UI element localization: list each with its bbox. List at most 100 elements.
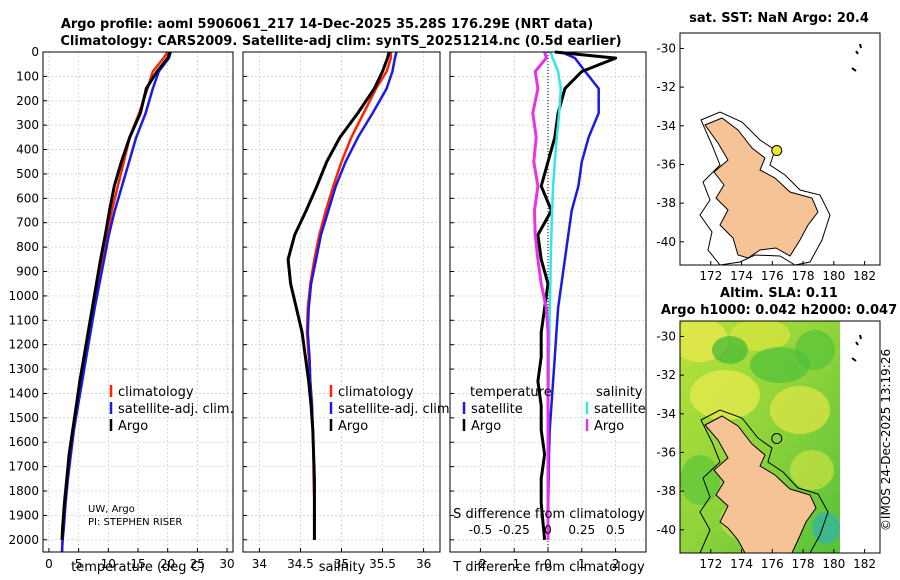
depth-tick-label: 1600 (8, 435, 39, 449)
sst-map-title: sat. SST: NaN Argo: 20.4 (689, 11, 869, 26)
map-x-tick-label: 180 (822, 557, 845, 571)
legend-label-climatology: climatology (338, 385, 414, 400)
map-y-tick-label: -34 (656, 119, 676, 133)
depth-tick-label: 2000 (8, 533, 39, 547)
map-x-tick-label: 178 (792, 557, 815, 571)
x-tick-label: 34.5 (287, 557, 314, 571)
depth-ticks: 0 100 200 300 400 500 600 700 800 900 1000 1100 1200… (8, 45, 39, 547)
figure-title-line2: Climatology: CARS2009. Satellite-adj cli… (60, 34, 621, 49)
difference-lines (531, 50, 618, 540)
depth-tick-label: 1300 (8, 362, 39, 376)
depth-tick-label: 1200 (8, 338, 39, 352)
legend-label-argo: Argo (338, 419, 368, 434)
x-tick-label: 2 (612, 557, 620, 571)
island-marker (851, 43, 862, 72)
depth-tick-label: 1700 (8, 460, 39, 474)
temperature-legend: climatology satellite-adj. clim. Argo (109, 385, 234, 434)
depth-tick-label: 1500 (8, 411, 39, 425)
sla-shelf-contour (699, 409, 829, 554)
x-tick-label: 30 (219, 557, 234, 571)
series-line-temperature-argo (536, 50, 618, 540)
map-y-tick-label: -36 (656, 157, 676, 171)
salinity-difference-tick-label: 0.25 (568, 523, 595, 537)
x-tick-label: 5 (75, 557, 83, 571)
difference-x-ticks: -2 -1 0 1 2 (474, 557, 619, 571)
salinity-difference-label: S difference from climatology (453, 507, 645, 522)
difference-panel: -2 -1 0 1 2 T difference from climatology S … (449, 50, 647, 575)
salinity-difference-tick-label: 0.5 (606, 523, 625, 537)
salinity-x-label: salinity (319, 560, 366, 575)
depth-tick-label: 600 (16, 191, 39, 205)
map-x-tick-label: 174 (730, 557, 753, 571)
map-y-tick-label: -40 (656, 523, 676, 537)
depth-tick-label: 500 (16, 167, 39, 181)
temperature-x-ticks: 0 5 10 15 20 25 30 (45, 557, 235, 571)
map-x-tick-label: 182 (853, 557, 876, 571)
map-y-tick-label: -32 (656, 80, 676, 94)
x-tick-label: -2 (474, 557, 486, 571)
salinity-difference-ticks: -0.5 -0.25 0 0.25 0.5 (469, 523, 625, 537)
annotation-institution: UW, Argo (88, 504, 135, 515)
annotation-pi: PI: STEPHEN RISER (88, 517, 182, 528)
sla-island-marker (851, 334, 862, 362)
series-line-argo (286, 51, 391, 540)
map-x-tick-label: 172 (699, 269, 722, 283)
map-y-tick-label: -34 (656, 407, 676, 421)
temperature-lines (60, 51, 172, 553)
legend-label-sal-satellite: satellite (594, 402, 646, 417)
salinity-legend: climatology satellite-adj. clim. Argo (329, 385, 454, 434)
map-x-tick-label: 178 (792, 269, 815, 283)
sla-map-ticks: 172 174 176 178 180 182 -30 -32 -34 -36 -38 -40 (656, 329, 876, 571)
salinity-x-ticks: 34 34.5 35 35.5 36 (252, 557, 431, 571)
x-tick-label: 0 (544, 557, 552, 571)
depth-tick-label: 1800 (8, 484, 39, 498)
legend-header-temperature: temperature (470, 385, 552, 400)
map-x-tick-label: 182 (853, 269, 876, 283)
x-tick-label: 20 (160, 557, 175, 571)
difference-legend: temperature salinity satellite Argo sate… (462, 385, 646, 434)
sst-map: sat. SST: NaN Argo: 20.4 172 174 176 178 180… (656, 11, 881, 283)
temperature-x-label: temperature (deg C) (71, 560, 205, 575)
depth-tick-label: 1100 (8, 313, 39, 327)
depth-tick-label: 900 (16, 265, 39, 279)
legend-label-climatology: climatology (118, 385, 194, 400)
map-y-tick-label: -38 (656, 196, 676, 210)
map-x-tick-label: 176 (761, 269, 784, 283)
map-y-tick-label: -30 (656, 41, 676, 55)
x-tick-label: 35.5 (369, 557, 396, 571)
north-island-land (704, 117, 819, 259)
depth-tick-label: 700 (16, 216, 39, 230)
difference-x-label: T difference from climatology (452, 560, 645, 575)
x-tick-label: 25 (190, 557, 205, 571)
imos-watermark: ©IMOS 24-Dec-2025 13:19:26 (879, 349, 893, 531)
figure-title-line1: Argo profile: aoml 5906061_217 14-Dec-20… (61, 17, 593, 32)
legend-label-argo: Argo (118, 419, 148, 434)
depth-tick-label: 100 (16, 69, 39, 83)
salinity-difference-tick-label: 0 (544, 523, 552, 537)
salinity-panel: 34 34.5 35 35.5 36 salinity climatology sate… (242, 51, 454, 575)
map-x-tick-label: 174 (730, 269, 753, 283)
sla-argo-position-marker (771, 433, 783, 445)
legend-label-temp-satellite: satellite (471, 402, 523, 417)
sla-map-subtitle: Argo h1000: 0.042 h2000: 0.047 (661, 303, 897, 318)
legend-label-satellite: satellite-adj. clim. (118, 402, 234, 417)
map-y-tick-label: -38 (656, 484, 676, 498)
depth-tick-label: 400 (16, 143, 39, 157)
sla-map: Altim. SLA: 0.11 Argo h1000: 0.042 h2000… (656, 286, 897, 571)
argo-position-marker (771, 145, 783, 157)
map-x-tick-label: 180 (822, 269, 845, 283)
x-tick-label: 34 (252, 557, 267, 571)
salinity-difference-tick-label: -0.25 (499, 523, 530, 537)
depth-tick-label: 200 (16, 94, 39, 108)
x-tick-label: 10 (101, 557, 116, 571)
x-tick-label: -1 (508, 557, 520, 571)
legend-label-satellite: satellite-adj. clim. (338, 402, 454, 417)
series-line-salinity-argo (531, 51, 550, 540)
map-y-tick-label: -36 (656, 445, 676, 459)
x-tick-label: 35 (334, 557, 349, 571)
temperature-grid (43, 51, 233, 552)
depth-tick-label: 0 (31, 45, 39, 59)
depth-tick-label: 1900 (8, 508, 39, 522)
salinity-difference-tick-label: -0.5 (469, 523, 492, 537)
